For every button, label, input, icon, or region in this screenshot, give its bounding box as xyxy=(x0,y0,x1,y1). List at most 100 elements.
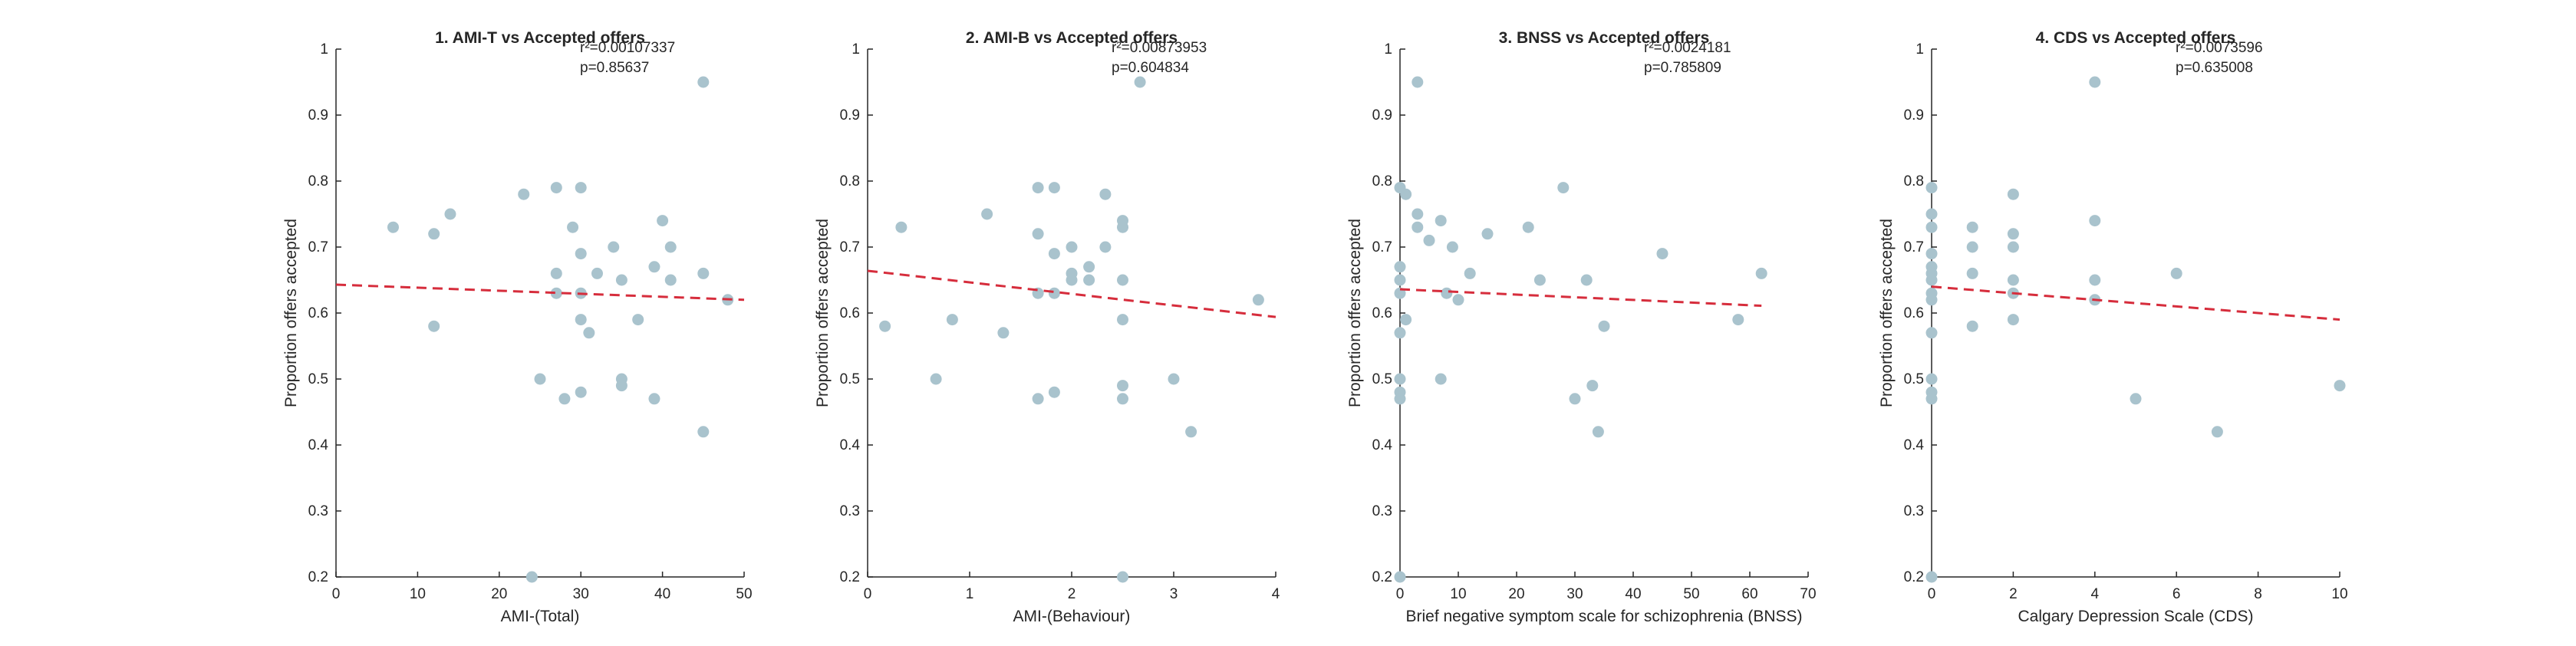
data-point xyxy=(981,208,993,220)
data-point xyxy=(1412,76,1424,88)
data-point xyxy=(428,320,440,332)
chart-title: 1. AMI-T vs Accepted offers xyxy=(435,29,645,47)
y-tick-label: 0.8 xyxy=(1904,173,1924,190)
data-point xyxy=(632,314,644,326)
data-point xyxy=(444,208,456,220)
y-tick-label: 0.6 xyxy=(1904,305,1924,321)
data-point xyxy=(1732,314,1744,326)
y-tick-label: 0.6 xyxy=(840,305,860,321)
x-tick-label: 6 xyxy=(2172,586,2181,602)
data-point xyxy=(1066,241,1078,253)
x-tick-label: 40 xyxy=(1625,586,1641,602)
y-tick-label: 0.8 xyxy=(840,173,860,190)
data-point xyxy=(1252,294,1264,306)
data-point xyxy=(2007,228,2019,240)
data-point xyxy=(2089,76,2101,88)
y-tick-label: 0.8 xyxy=(1372,173,1392,190)
data-point xyxy=(1048,386,1060,398)
data-point xyxy=(558,393,571,405)
r-squared-annotation: r²=0.00873953 xyxy=(1112,40,1207,56)
regression-fit-line xyxy=(1399,288,1762,308)
p-value-annotation: p=0.604834 xyxy=(1112,60,1189,76)
y-tick-label: 0.9 xyxy=(1904,107,1924,124)
x-tick-label: 10 xyxy=(410,586,426,602)
data-point xyxy=(387,221,399,233)
data-point xyxy=(1394,327,1406,339)
data-point xyxy=(2007,274,2019,286)
data-point xyxy=(2170,267,2182,279)
data-point xyxy=(648,261,660,273)
data-point xyxy=(1925,393,1938,405)
y-tick-label: 0.2 xyxy=(1904,569,1924,585)
data-point xyxy=(2211,426,2223,438)
data-point xyxy=(1117,571,1128,583)
y-tick-label: 0.9 xyxy=(1372,107,1392,124)
data-point xyxy=(1117,274,1128,286)
data-point xyxy=(1925,248,1938,260)
data-point xyxy=(591,267,603,279)
x-tick-label: 20 xyxy=(491,586,507,602)
data-point xyxy=(1925,571,1938,583)
y-tick-label: 0.7 xyxy=(840,239,860,255)
x-axis-label: Brief negative symptom scale for schizop… xyxy=(1405,608,1802,625)
x-tick-label: 8 xyxy=(2254,586,2262,602)
data-point xyxy=(1446,241,1458,253)
x-tick-label: 3 xyxy=(1170,586,1178,602)
data-point xyxy=(1441,287,1453,299)
data-point xyxy=(550,182,562,194)
y-axis-label: Proportion offers accepted xyxy=(814,219,832,407)
x-tick-label: 50 xyxy=(736,586,752,602)
data-point xyxy=(895,221,908,233)
y-tick-label: 1 xyxy=(1916,41,1924,58)
data-point xyxy=(1048,182,1060,194)
y-axis-label: Proportion offers accepted xyxy=(1346,219,1364,407)
data-point xyxy=(575,314,587,326)
x-axis-label: AMI-(Total) xyxy=(501,608,580,625)
data-point xyxy=(1435,215,1447,227)
y-tick-label: 0.4 xyxy=(840,437,861,453)
data-point xyxy=(1134,76,1146,88)
x-tick-label: 2 xyxy=(1068,586,1076,602)
chart-title: 4. CDS vs Accepted offers xyxy=(2036,29,2236,47)
data-point xyxy=(1185,426,1197,438)
data-point xyxy=(1557,182,1570,194)
y-tick-label: 0.6 xyxy=(308,305,328,321)
data-point xyxy=(1925,327,1938,339)
data-point xyxy=(1117,393,1128,405)
chart-panel-3: 0.20.30.40.50.60.70.80.910 10 20 30 40 50 60 70… xyxy=(1346,29,1817,625)
x-tick-label: 0 xyxy=(332,586,341,602)
chart-panel-1: 0.20.30.40.50.60.70.80.910 10 20 30 40 501. A… xyxy=(282,29,753,625)
data-point xyxy=(575,248,587,260)
x-tick-label: 4 xyxy=(2091,586,2100,602)
data-point xyxy=(664,274,677,286)
data-point xyxy=(1925,208,1938,220)
data-point xyxy=(567,221,579,233)
data-point xyxy=(428,228,440,240)
data-point xyxy=(518,188,530,200)
x-axis-label: AMI-(Behaviour) xyxy=(1013,608,1131,625)
x-tick-label: 50 xyxy=(1683,586,1699,602)
y-tick-label: 0.2 xyxy=(840,569,860,585)
chart-title: 2. AMI-B vs Accepted offers xyxy=(966,29,1178,47)
data-point xyxy=(1925,274,1938,286)
data-point xyxy=(2007,241,2019,253)
data-point xyxy=(1656,248,1668,260)
data-point xyxy=(697,267,710,279)
x-tick-label: 1 xyxy=(966,586,974,602)
x-tick-label: 20 xyxy=(1508,586,1524,602)
data-point xyxy=(1925,294,1938,306)
data-point xyxy=(930,373,942,385)
x-tick-label: 0 xyxy=(1928,586,1936,602)
x-tick-label: 40 xyxy=(654,586,670,602)
data-point xyxy=(1400,188,1412,200)
data-point xyxy=(1394,373,1406,385)
data-point xyxy=(1032,182,1044,194)
x-tick-label: 70 xyxy=(1800,586,1816,602)
data-point xyxy=(1925,221,1938,233)
y-tick-label: 0.5 xyxy=(840,371,860,387)
data-point xyxy=(575,182,587,194)
x-tick-label: 30 xyxy=(1566,586,1583,602)
y-tick-label: 0.7 xyxy=(1904,239,1924,255)
y-tick-label: 0.9 xyxy=(840,107,860,124)
data-point xyxy=(1580,274,1593,286)
